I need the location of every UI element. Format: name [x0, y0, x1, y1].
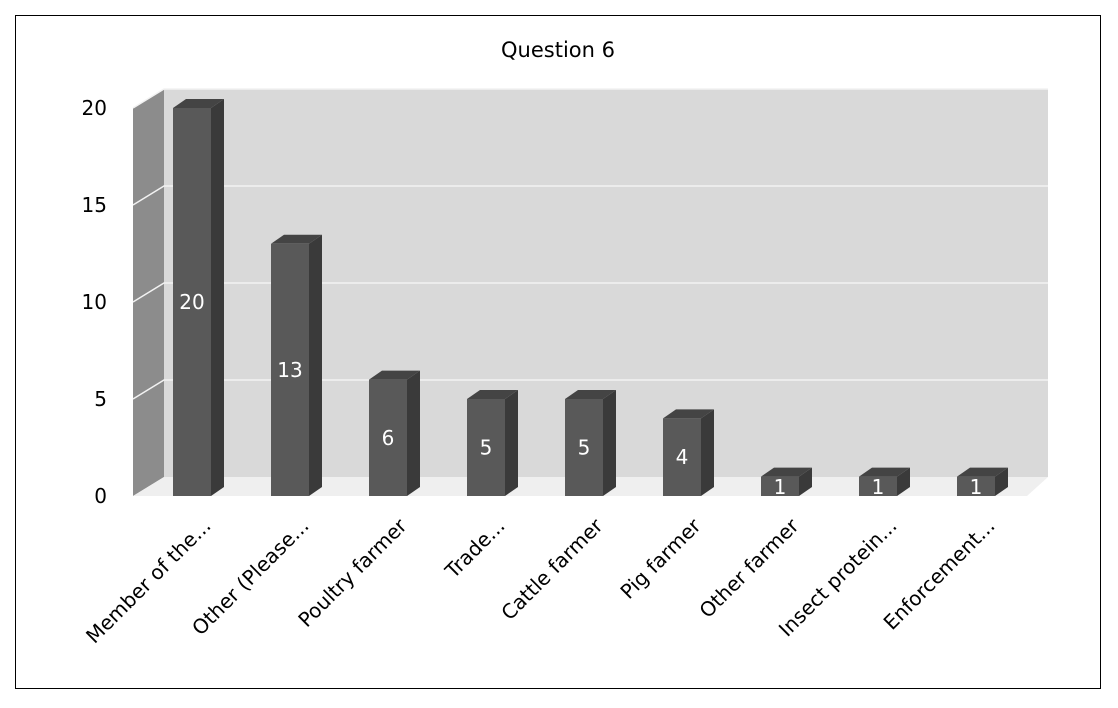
bar-front: [565, 399, 603, 496]
bar-front: [467, 399, 505, 496]
gridline: [132, 88, 1048, 109]
y-tick-label: 10: [82, 290, 107, 314]
data-label: 5: [578, 436, 591, 460]
x-axis: Member of the...Other (Please...Poultry …: [81, 513, 999, 648]
gridlines: [132, 88, 1048, 400]
gridline: [132, 185, 1048, 206]
bar-top: [761, 467, 812, 477]
bar: [663, 409, 714, 496]
bar-top: [467, 390, 518, 399]
bar: [369, 370, 420, 496]
y-tick-label: 15: [82, 193, 107, 217]
bar: [467, 390, 518, 496]
bar-side: [701, 409, 714, 496]
bar-top: [957, 467, 1008, 477]
bar: [859, 467, 910, 496]
bar-side: [799, 467, 812, 496]
bar-top: [369, 370, 420, 380]
y-tick-label: 5: [94, 387, 107, 411]
bar: [957, 467, 1008, 496]
y-axis: 0 5 10 15 20: [82, 96, 107, 508]
gridline: [132, 282, 1048, 303]
bar: [565, 390, 616, 496]
bar-side: [603, 390, 616, 496]
bar-side: [407, 370, 420, 496]
data-label: 1: [774, 475, 787, 499]
x-tick-label: Cattle farmer: [496, 513, 608, 625]
bar-front: [369, 379, 407, 496]
bar-side: [995, 467, 1008, 496]
y-tick-label: 0: [94, 484, 107, 508]
x-tick-label: Other farmer: [694, 513, 804, 623]
chart-title: Question 6: [501, 38, 615, 62]
bar-side: [897, 467, 910, 496]
bar-side: [309, 234, 322, 497]
data-label: 4: [676, 445, 689, 469]
bar-top: [859, 467, 910, 477]
bar: [271, 234, 322, 497]
x-tick-label: Pig farmer: [615, 513, 706, 604]
x-tick-label: Trade...: [440, 514, 510, 584]
bar-top: [663, 409, 714, 419]
data-label: 6: [382, 426, 395, 450]
bar-top: [173, 99, 224, 108]
data-label: 13: [277, 358, 302, 382]
bar-front: [271, 243, 309, 496]
bar-side: [505, 390, 518, 496]
bar-top: [271, 234, 322, 244]
bar-front: [957, 476, 995, 496]
bar-front: [173, 108, 211, 496]
bar-top: [565, 390, 616, 399]
bars: 20 13 6 5 5 4 1 1 1: [173, 99, 1008, 499]
y-tick-label: 20: [82, 96, 107, 120]
data-label: 5: [480, 436, 493, 460]
bar-side: [211, 99, 224, 496]
bar-front: [761, 476, 799, 496]
bar-front: [663, 418, 701, 496]
bar: [173, 99, 224, 496]
data-label: 1: [970, 475, 983, 499]
data-label: 20: [179, 290, 204, 314]
data-label: 1: [872, 475, 885, 499]
bar-front: [859, 476, 897, 496]
gridline: [132, 379, 1048, 400]
bar: [761, 467, 812, 496]
